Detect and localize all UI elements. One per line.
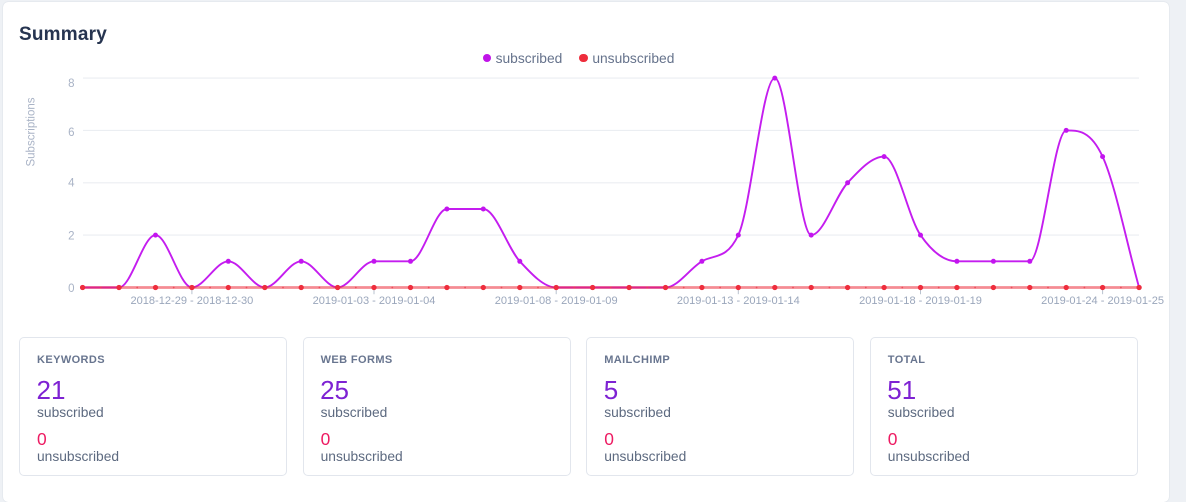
svg-text:2019-01-13 - 2019-01-14: 2019-01-13 - 2019-01-14	[677, 295, 800, 307]
svg-text:2019-01-03 - 2019-01-04: 2019-01-03 - 2019-01-04	[313, 295, 436, 307]
svg-text:4: 4	[68, 177, 75, 189]
svg-text:8: 8	[68, 78, 74, 90]
svg-text:2018-12-29 - 2018-12-30: 2018-12-29 - 2018-12-30	[130, 295, 253, 307]
svg-text:2019-01-18 - 2019-01-19: 2019-01-18 - 2019-01-19	[859, 295, 982, 307]
svg-text:2019-01-24 - 2019-01-25: 2019-01-24 - 2019-01-25	[1041, 295, 1164, 307]
svg-text:6: 6	[68, 127, 74, 139]
svg-text:2: 2	[68, 230, 74, 242]
svg-text:0: 0	[68, 283, 74, 295]
svg-text:2019-01-08 - 2019-01-09: 2019-01-08 - 2019-01-09	[495, 295, 618, 307]
svg-text:Subscriptions: Subscriptions	[26, 97, 38, 166]
